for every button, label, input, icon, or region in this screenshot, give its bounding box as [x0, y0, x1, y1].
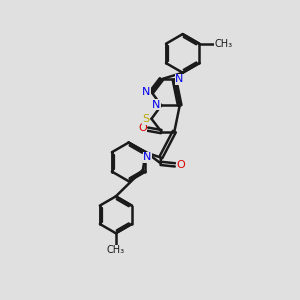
Text: CH₃: CH₃	[214, 39, 232, 49]
Text: S: S	[142, 114, 150, 124]
Text: N: N	[143, 152, 152, 162]
Text: N: N	[152, 100, 160, 110]
Text: O: O	[138, 123, 147, 133]
Text: CH₃: CH₃	[107, 245, 125, 256]
Text: O: O	[176, 160, 185, 170]
Text: N: N	[175, 74, 184, 84]
Text: N: N	[142, 87, 151, 97]
